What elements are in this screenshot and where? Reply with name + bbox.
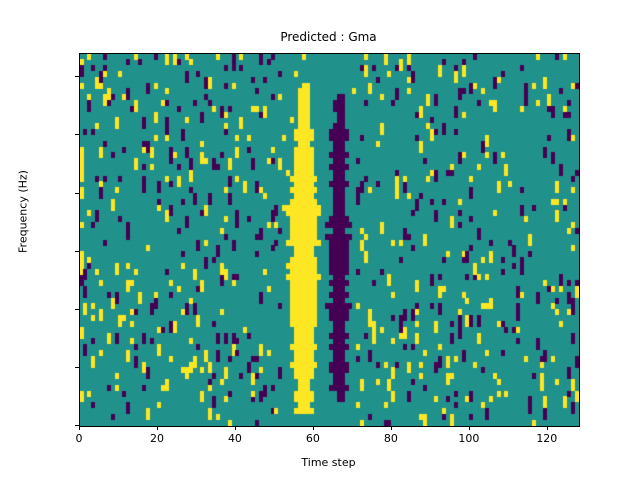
x-tick-mark xyxy=(546,426,548,430)
x-tick-mark xyxy=(468,426,470,430)
heatmap-image xyxy=(80,54,579,426)
x-tick-label: 60 xyxy=(305,432,320,445)
y-tick-mark xyxy=(75,366,79,368)
y-axis-label: Frequency (Hz) xyxy=(16,170,30,253)
y-tick-mark xyxy=(75,134,79,136)
x-tick-mark xyxy=(390,426,392,430)
y-tick-mark xyxy=(75,250,79,252)
x-tick-mark xyxy=(234,426,236,430)
x-tick-mark xyxy=(79,426,80,430)
y-tick-mark xyxy=(75,76,79,78)
heatmap-plot-area xyxy=(79,53,580,427)
x-tick-label: 20 xyxy=(149,432,164,445)
x-tick-label: 80 xyxy=(383,432,398,445)
chart-title: Predicted : Gma xyxy=(280,30,377,44)
x-tick-label: 40 xyxy=(227,432,242,445)
x-tick-mark xyxy=(156,426,158,430)
x-tick-label: 0 xyxy=(75,432,83,445)
x-tick-mark xyxy=(312,426,314,430)
y-tick-mark xyxy=(75,308,79,310)
x-tick-label: 100 xyxy=(458,432,480,445)
x-tick-label: 120 xyxy=(536,432,558,445)
x-axis-label: Time step xyxy=(301,456,356,469)
y-tick-mark xyxy=(75,192,79,194)
y-tick-mark xyxy=(75,425,79,426)
